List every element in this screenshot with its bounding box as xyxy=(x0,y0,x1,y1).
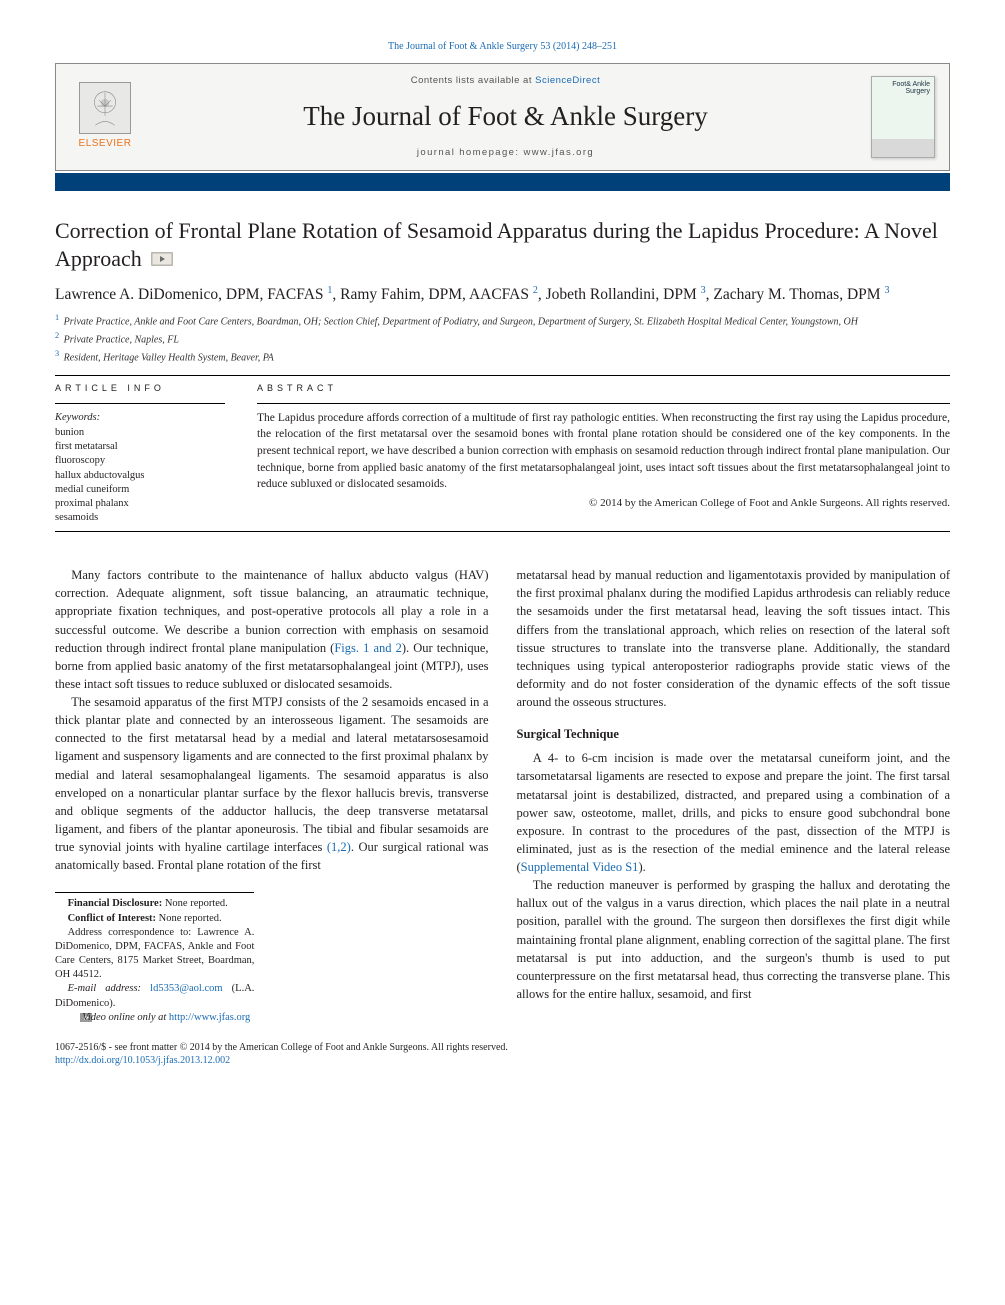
footnotes: Financial Disclosure: None reported. Con… xyxy=(55,892,254,1025)
homepage-url[interactable]: www.jfas.org xyxy=(523,147,594,158)
fn-email-label: E-mail address: xyxy=(68,983,151,994)
article-info-heading: ARTICLE INFO xyxy=(55,382,225,395)
elsevier-tree-icon xyxy=(79,82,131,134)
author-aff-sup[interactable]: 2 xyxy=(533,285,538,296)
fn-address: Address correspondence to: Lawrence A. D… xyxy=(55,926,254,983)
affiliations: 1 Private Practice, Ankle and Foot Care … xyxy=(55,312,950,364)
journal-title: The Journal of Foot & Ankle Surgery xyxy=(140,97,871,136)
keyword: medial cuneiform xyxy=(55,483,225,497)
homepage-label: journal homepage: xyxy=(417,147,524,158)
affiliation: 1 Private Practice, Ankle and Foot Care … xyxy=(55,312,950,329)
cover-thumb-title: Foot& Ankle Surgery xyxy=(872,81,930,96)
article-title: Correction of Frontal Plane Rotation of … xyxy=(55,217,950,272)
page-footer: 1067-2516/$ - see front matter © 2014 by… xyxy=(55,1041,950,1068)
contents-prefix: Contents lists available at xyxy=(411,75,535,86)
fn-video-link[interactable]: http://www.jfas.org xyxy=(169,1012,250,1023)
footer-line1: 1067-2516/$ - see front matter © 2014 by… xyxy=(55,1041,950,1055)
article-title-text: Correction of Frontal Plane Rotation of … xyxy=(55,218,938,271)
body-para-4: A 4- to 6-cm incision is made over the m… xyxy=(517,749,951,876)
abstract-copyright: © 2014 by the American College of Foot a… xyxy=(257,496,950,512)
aff-number: 1 xyxy=(55,313,59,322)
rule-top xyxy=(55,375,950,376)
article-body: Many factors contribute to the maintenan… xyxy=(55,566,950,1025)
rule-info xyxy=(55,403,225,404)
fn-coi-text: None reported. xyxy=(156,913,222,924)
body-para-2: The sesamoid apparatus of the first MTPJ… xyxy=(55,693,489,874)
doi-link[interactable]: http://dx.doi.org/10.1053/j.jfas.2013.12… xyxy=(55,1055,230,1066)
rule-bottom xyxy=(55,531,950,532)
video-icon xyxy=(68,1013,80,1022)
cover-thumb-band xyxy=(872,139,934,157)
author-aff-sup[interactable]: 3 xyxy=(701,285,706,296)
elsevier-logo[interactable]: ELSEVIER xyxy=(70,77,140,157)
journal-homepage: journal homepage: www.jfas.org xyxy=(140,146,871,160)
body-para-5: The reduction maneuver is performed by g… xyxy=(517,876,951,1003)
fn-video-label: Video online only at xyxy=(82,1012,169,1023)
fn-coi-label: Conflict of Interest: xyxy=(68,913,156,924)
fn-fd-label: Financial Disclosure: xyxy=(68,898,163,909)
aff-number: 2 xyxy=(55,331,59,340)
affiliation: 2 Private Practice, Naples, FL xyxy=(55,330,950,347)
masthead: ELSEVIER Contents lists available at Sci… xyxy=(55,63,950,172)
abstract-heading: ABSTRACT xyxy=(257,382,950,395)
author-aff-sup[interactable]: 3 xyxy=(884,285,889,296)
subhead-surgical-technique: Surgical Technique xyxy=(517,725,951,743)
abstract-text: The Lapidus procedure affords correction… xyxy=(257,410,950,493)
fn-email-link[interactable]: ld5353@aol.com xyxy=(150,983,222,994)
blue-band xyxy=(55,173,950,191)
contents-available: Contents lists available at ScienceDirec… xyxy=(140,74,871,88)
p2a: The sesamoid apparatus of the first MTPJ… xyxy=(55,695,489,854)
fn-video: Video online only at http://www.jfas.org xyxy=(55,1011,254,1025)
journal-citation[interactable]: The Journal of Foot & Ankle Surgery 53 (… xyxy=(55,40,950,55)
author-aff-sup[interactable]: 1 xyxy=(327,285,332,296)
sciencedirect-link[interactable]: ScienceDirect xyxy=(535,75,600,86)
keyword: proximal phalanx xyxy=(55,497,225,511)
p4a: A 4- to 6-cm incision is made over the m… xyxy=(517,751,951,874)
body-para-1: Many factors contribute to the maintenan… xyxy=(55,566,489,693)
body-para-3: metatarsal head by manual reduction and … xyxy=(517,566,951,711)
fn-email: E-mail address: ld5353@aol.com (L.A. DiD… xyxy=(55,982,254,1010)
aff-number: 3 xyxy=(55,349,59,358)
rule-abstract xyxy=(257,403,950,404)
figs-link[interactable]: Figs. 1 and 2 xyxy=(334,641,402,655)
keywords-label: Keywords: xyxy=(55,410,225,425)
fn-fd-text: None reported. xyxy=(162,898,228,909)
elsevier-wordmark: ELSEVIER xyxy=(79,137,132,152)
keyword: bunion xyxy=(55,426,225,440)
affiliation: 3 Resident, Heritage Valley Health Syste… xyxy=(55,348,950,365)
fn-financial: Financial Disclosure: None reported. xyxy=(55,897,254,911)
fn-coi: Conflict of Interest: None reported. xyxy=(55,912,254,926)
supp-video-link[interactable]: Supplemental Video S1 xyxy=(521,860,639,874)
authors: Lawrence A. DiDomenico, DPM, FACFAS 1, R… xyxy=(55,284,950,306)
keywords-list: bunionfirst metatarsalfluoroscopyhallux … xyxy=(55,426,225,525)
journal-cover-thumb[interactable]: Foot& Ankle Surgery xyxy=(871,76,935,158)
keyword: fluoroscopy xyxy=(55,454,225,468)
keyword: first metatarsal xyxy=(55,440,225,454)
ref-1-2[interactable]: (1,2) xyxy=(327,840,351,854)
p4b: ). xyxy=(638,860,645,874)
video-badge-icon[interactable] xyxy=(151,245,173,259)
keyword: sesamoids xyxy=(55,511,225,525)
keyword: hallux abductovalgus xyxy=(55,469,225,483)
